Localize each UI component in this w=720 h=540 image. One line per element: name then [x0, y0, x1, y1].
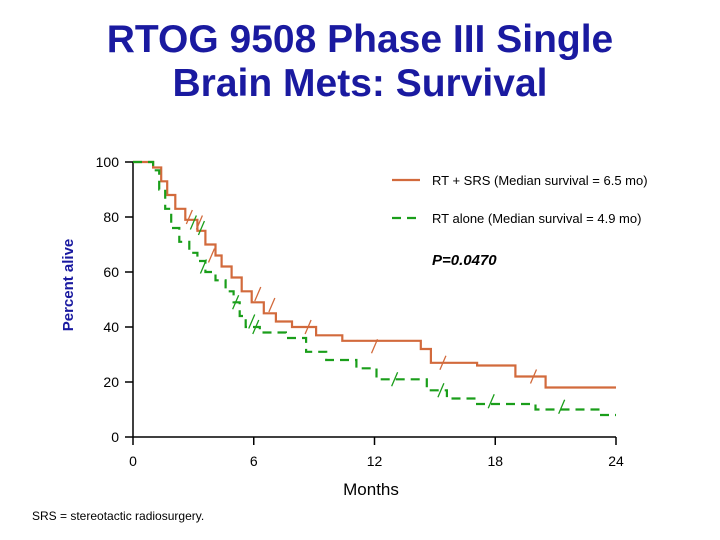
censor-mark	[252, 319, 260, 335]
x-tick-label: 24	[608, 453, 624, 469]
censor-mark	[232, 294, 240, 310]
censor-mark	[185, 209, 193, 225]
censor-mark	[437, 382, 445, 398]
censor-mark	[558, 399, 566, 415]
series-lines	[133, 160, 616, 417]
censor-mark	[439, 355, 447, 371]
censor-mark	[529, 369, 538, 384]
y-tick-label: 20	[103, 374, 119, 390]
censor-mark	[268, 297, 276, 313]
title-line-1: RTOG 9508 Phase III Single	[106, 18, 614, 61]
x-tick-label: 6	[250, 453, 258, 469]
x-tick-label: 0	[129, 453, 137, 469]
y-tick-label: 80	[103, 209, 119, 225]
y-tick-label: 100	[96, 154, 120, 170]
censor-mark	[207, 248, 216, 263]
series-line-2	[133, 160, 616, 417]
axes: 0 20 40 60 80 100 0 6 12 18 24	[96, 154, 624, 469]
censor-mark	[391, 371, 399, 387]
x-tick-label: 12	[367, 453, 383, 469]
y-tick-label: 0	[111, 429, 119, 445]
chart-title: RTOG 9508 Phase III Single Brain Mets: S…	[0, 18, 720, 106]
x-tick-label: 18	[487, 453, 503, 469]
legend-label-2: RT alone (Median survival = 4.9 mo)	[432, 211, 641, 226]
censor-mark	[195, 215, 204, 230]
footnote: SRS = stereotactic radiosurgery.	[32, 509, 205, 523]
title-line-2: Brain Mets: Survival	[172, 62, 548, 105]
censor-mark	[248, 314, 256, 329]
censor-mark	[189, 215, 197, 230]
legend: RT + SRS (Median survival = 6.5 mo) RT al…	[392, 173, 648, 226]
censor-mark	[370, 338, 379, 354]
p-value-annotation: P=0.0470	[432, 252, 497, 269]
censor-mark	[199, 259, 208, 274]
censor-mark	[254, 286, 262, 302]
censor-mark	[304, 319, 312, 335]
legend-label-1: RT + SRS (Median survival = 6.5 mo)	[432, 173, 648, 188]
y-tick-label: 60	[103, 264, 119, 280]
y-tick-label: 40	[103, 319, 119, 335]
censor-mark	[487, 393, 495, 409]
x-axis-label: Months	[343, 480, 399, 499]
series-line-1	[133, 160, 616, 389]
y-axis-label: Percent alive	[60, 239, 77, 332]
censor-mark	[197, 220, 206, 236]
